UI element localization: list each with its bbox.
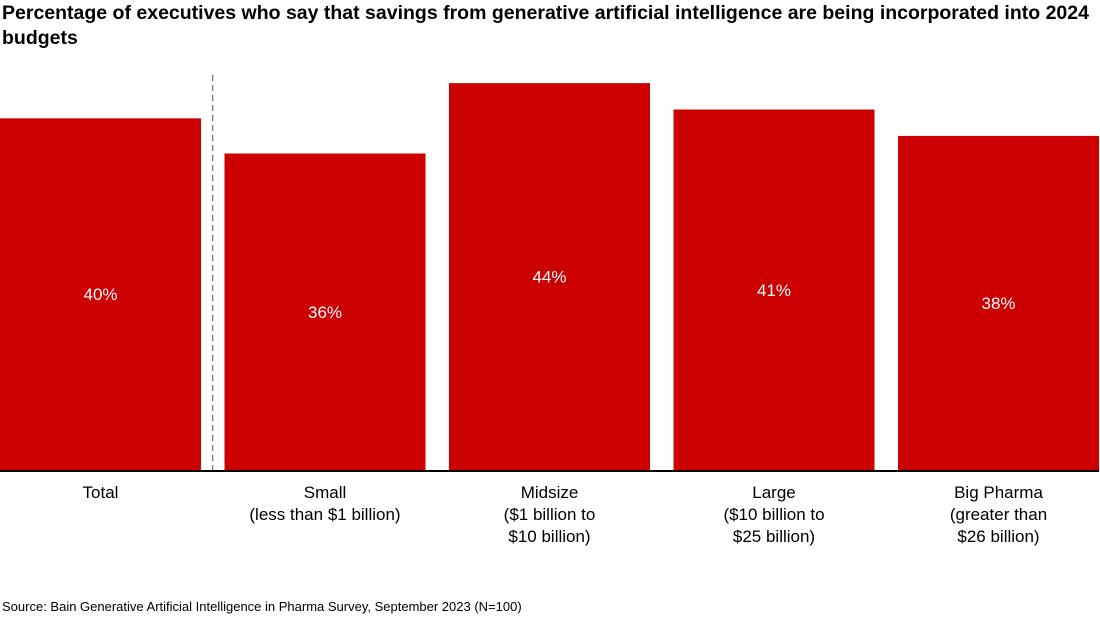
bar-4	[898, 135, 1099, 470]
category-label-0: Total	[83, 483, 119, 502]
category-label-2: Midsize ($1 billion to $10 billion)	[504, 483, 596, 546]
chart-source: Source: Bain Generative Artificial Intel…	[2, 599, 522, 614]
bar-0	[0, 118, 201, 470]
category-label-1: Small (less than $1 billion)	[249, 483, 400, 524]
bar-2	[449, 83, 650, 471]
bar-value-label-4: 38%	[981, 294, 1015, 313]
bar-value-label-3: 41%	[757, 281, 791, 300]
chart-title: Percentage of executives who say that sa…	[2, 2, 1089, 49]
bar-1	[224, 153, 426, 470]
labels-layer: 40% Total 36% Small (less than $1 billion) 44…	[83, 268, 1048, 546]
bars-layer	[0, 83, 1099, 471]
category-label-4: Big Pharma (greater than $26 billion)	[950, 483, 1047, 546]
category-label-3: Large ($10 billion to $25 billion)	[723, 483, 824, 546]
bar-value-label-1: 36%	[308, 303, 342, 322]
bar-value-label-2: 44%	[532, 268, 566, 287]
bar-value-label-0: 40%	[83, 285, 117, 304]
bar-3	[673, 109, 875, 471]
